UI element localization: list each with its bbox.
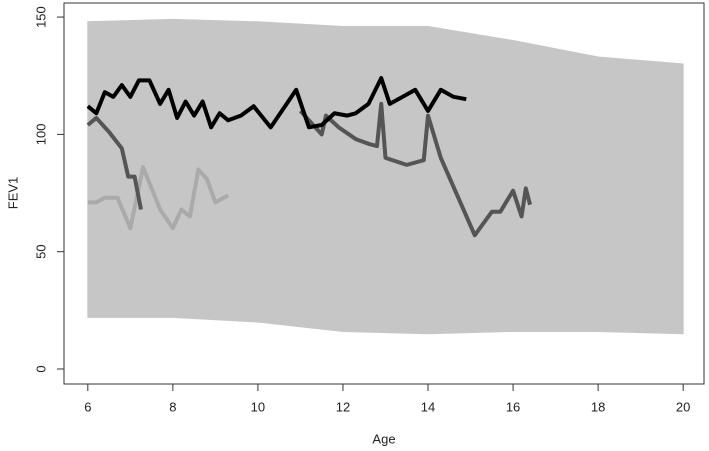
plot-frame xyxy=(63,2,705,385)
x-tick-label: 18 xyxy=(591,399,605,414)
y-tick-label: 150 xyxy=(33,6,48,28)
y-axis-label: FEV1 xyxy=(5,177,20,210)
series-line xyxy=(86,76,467,130)
y-tick-label: 0 xyxy=(33,365,48,372)
x-tick-label: 12 xyxy=(336,399,350,414)
x-tick-label: 14 xyxy=(421,399,435,414)
series-line xyxy=(86,115,143,210)
x-tick-label: 10 xyxy=(251,399,265,414)
x-tick-label: 20 xyxy=(676,399,690,414)
x-axis-label: Age xyxy=(372,431,395,446)
x-tick-label: 8 xyxy=(169,399,176,414)
background-band xyxy=(87,18,684,335)
x-tick-label: 6 xyxy=(84,399,91,414)
y-tick-label: 50 xyxy=(33,244,48,258)
x-tick-label: 16 xyxy=(506,399,520,414)
series-line xyxy=(298,101,533,238)
y-tick-label: 100 xyxy=(33,124,48,146)
series-line xyxy=(87,165,230,231)
